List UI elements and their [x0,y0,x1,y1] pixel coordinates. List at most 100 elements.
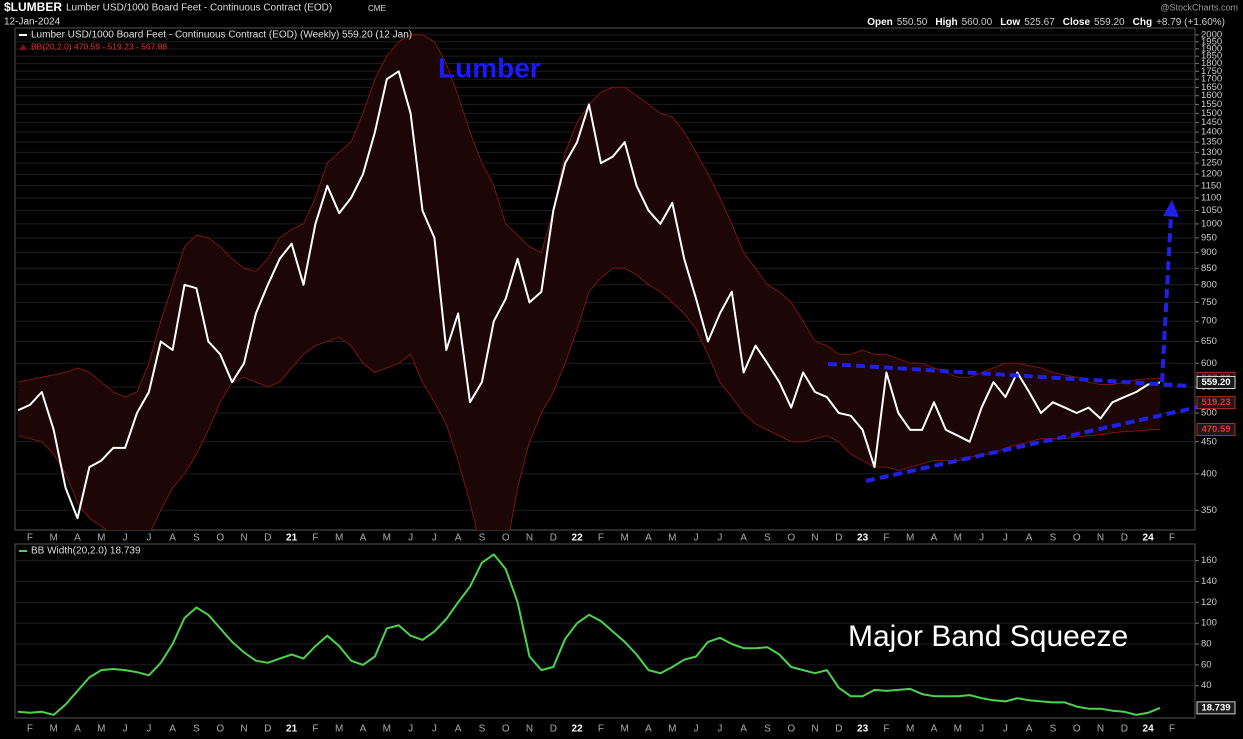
y-tick-label: 40 [1201,680,1212,691]
arrow-head [1163,200,1179,217]
x-tick-label: A [931,533,938,544]
x-tick-label: M [335,533,343,544]
x-tick-label: D [264,533,271,544]
width-panel [14,543,1196,719]
x-tick-label: A [169,724,176,735]
last-value-label: 470.59 [1201,424,1230,435]
x-tick-label: J [432,533,437,544]
x-tick-label: A [360,533,367,544]
x-tick-label: D [1121,533,1128,544]
quote-value: 550.50 [897,17,928,28]
y-tick-label: 850 [1201,263,1217,274]
x-tick-label: N [1097,724,1104,735]
y-tick-label: 140 [1201,576,1217,587]
x-tick-label: O [216,724,224,735]
y-tick-label: 100 [1201,618,1217,629]
y-tick-label: 700 [1201,316,1217,327]
x-tick-label: M [668,533,676,544]
x-tick-label: N [240,533,247,544]
quote-label: High [935,17,957,28]
x-tick-label: A [74,724,81,735]
x-tick-label: A [74,533,81,544]
y-tick-label: 1450 [1201,117,1222,128]
x-tick-label: S [764,724,771,735]
quote-label: Open [867,17,893,28]
x-tick-label: 21 [286,533,298,544]
x-tick-label: M [50,533,58,544]
price-panel [14,27,1196,531]
x-tick-label: A [360,724,367,735]
legend-label: Lumber USD/1000 Board Feet - Continuous … [31,30,412,41]
x-tick-label: A [645,724,652,735]
series-line [17,553,1161,716]
x-tick-label: O [502,724,510,735]
x-tick-label: J [694,724,699,735]
y-tick-label: 1650 [1201,82,1222,93]
last-value-label: 519.23 [1201,397,1230,408]
x-tick-label: O [1073,724,1081,735]
last-value-label: 18.739 [1201,702,1230,713]
x-tick-label: J [408,533,413,544]
x-tick-label: F [883,533,889,544]
y-tick-label: 750 [1201,297,1217,308]
x-tick-label: J [717,533,722,544]
y-tick-label: 80 [1201,639,1212,650]
x-tick-label: F [598,724,604,735]
y-tick-label: 500 [1201,408,1217,419]
x-tick-label: O [216,533,224,544]
last-value-box [1196,701,1236,715]
y-tick-label: 1350 [1201,137,1222,148]
x-tick-label: F [27,724,33,735]
quote-label: Chg [1133,17,1152,28]
lower-trendline [865,402,1213,483]
x-tick-label: M [50,724,58,735]
x-tick-label: M [621,533,629,544]
plot-area [15,553,1195,716]
x-tick-label: N [526,724,533,735]
x-tick-label: M [97,533,105,544]
quote: Open 550.50 High 560.00 Low 525.67 Close 559.20… [867,17,1225,28]
x-tick-label: J [408,724,413,735]
x-tick-label: 22 [572,724,584,735]
y-tick-label: 60 [1201,659,1212,670]
x-tick-label: M [906,533,914,544]
quote-label: Close [1063,17,1091,28]
x-tick-label: J [694,533,699,544]
y-tick-label: 2000 [1201,29,1222,40]
y-tick-label: 1750 [1201,66,1222,77]
annotation: Lumber [438,52,541,83]
x-tick-label: D [264,724,271,735]
x-tick-label: 23 [857,724,869,735]
last-value-box [1196,376,1236,389]
x-tick-label: F [883,724,889,735]
x-tick-label: M [906,724,914,735]
x-tick-label: O [502,533,510,544]
source: @StockCharts.com [1160,2,1238,12]
x-tick-label: F [598,533,604,544]
x-tick-label: A [169,533,176,544]
quote-label: Low [1000,17,1020,28]
x-tick-label: J [146,724,151,735]
y-tick-label: 950 [1201,232,1217,243]
date: 12-Jan-2024 [4,17,61,28]
quote-value: 560.00 [962,17,993,28]
y-tick-label: 900 [1201,247,1217,258]
x-tick-label: D [550,724,557,735]
last-value-box [1196,396,1236,410]
x-tick-label: N [1097,533,1104,544]
x-tick-label: O [787,724,795,735]
y-tick-label: 350 [1201,505,1217,516]
x-tick-label: A [455,724,462,735]
x-tick-label: A [1026,533,1033,544]
x-tick-label: A [740,724,747,735]
y-tick-label: 1550 [1201,99,1222,110]
last-value-box [1196,423,1236,436]
y-tick-label: 800 [1201,279,1217,290]
x-tick-label: F [312,724,318,735]
x-tick-label: M [383,724,391,735]
x-tick-label: S [193,724,200,735]
x-tick-label: 21 [286,724,298,735]
x-tick-label: A [1026,724,1033,735]
x-tick-label: S [1050,724,1057,735]
x-tick-label: A [645,533,652,544]
